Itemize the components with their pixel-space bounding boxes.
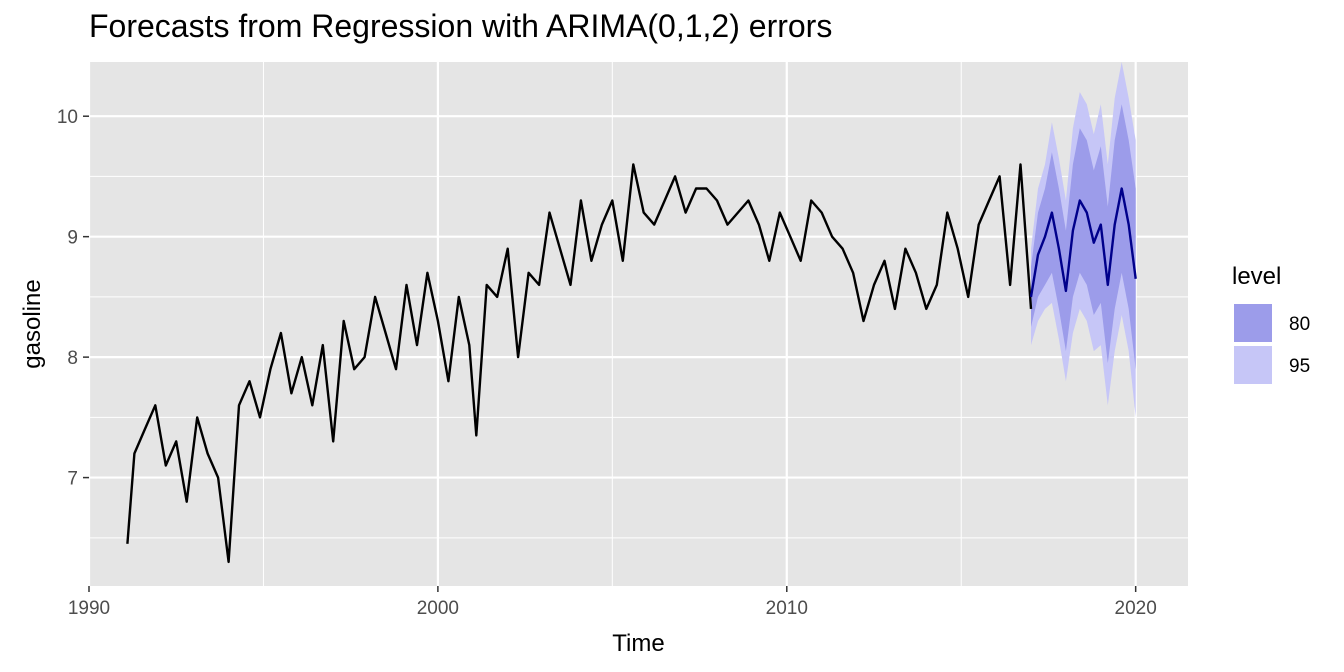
legend-key-95 — [1234, 346, 1272, 384]
legend-key-80 — [1234, 304, 1272, 342]
series-lines — [126, 163, 1137, 564]
legend-label-95: 95 — [1289, 356, 1310, 377]
legend-title: level — [1232, 263, 1281, 290]
x-tick-label-2020: 2020 — [1115, 598, 1157, 619]
legend: level 80 95 — [1232, 263, 1310, 384]
history-line — [126, 163, 1033, 564]
axis-ticks — [83, 115, 1137, 592]
minor-gridlines — [89, 62, 1188, 586]
forecast-line — [1029, 187, 1137, 298]
chart-title: Forecasts from Regression with ARIMA(0,1… — [89, 8, 833, 44]
x-tick-label-2000: 2000 — [417, 598, 459, 619]
legend-label-80: 80 — [1289, 314, 1310, 335]
interval-80-band — [1031, 104, 1136, 370]
tick-labels: 1990 2000 2010 2020 7 8 9 10 — [57, 107, 1157, 619]
y-axis-title: gasoline — [19, 279, 46, 368]
y-tick-label-10: 10 — [57, 107, 78, 128]
y-tick-label-9: 9 — [67, 228, 78, 249]
y-tick-label-7: 7 — [67, 469, 78, 490]
x-tick-label-1990: 1990 — [68, 598, 110, 619]
prediction-intervals — [1031, 62, 1136, 418]
y-tick-label-8: 8 — [67, 348, 78, 369]
x-axis-title: Time — [612, 630, 664, 657]
x-tick-label-2010: 2010 — [766, 598, 808, 619]
plot-panel — [89, 62, 1188, 586]
